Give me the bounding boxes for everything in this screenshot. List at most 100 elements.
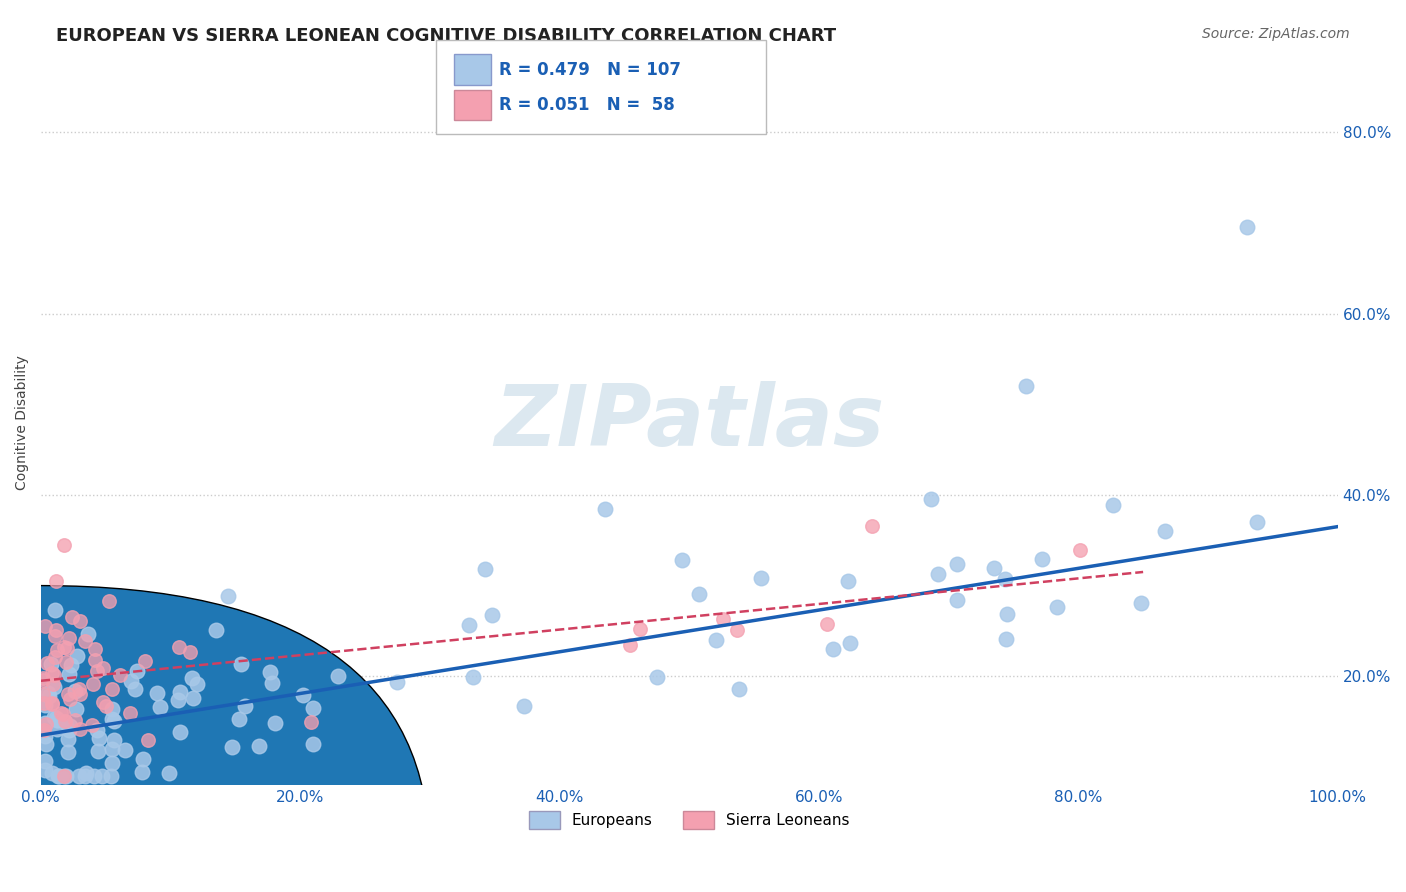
Point [53, 538, 76, 552]
Point [946, 593, 969, 607]
Point [995, 607, 1018, 621]
Point [513, 699, 536, 714]
Point [994, 573, 1017, 587]
Point [58, 723, 80, 738]
Point [49, 706, 72, 720]
Point [42, 681, 65, 695]
Point [96, 699, 118, 714]
Point [301, 738, 323, 752]
Point [228, 712, 250, 726]
Point [60, 658, 83, 673]
Point [44, 603, 66, 617]
Point [53, 640, 76, 654]
Point [927, 566, 949, 581]
Point [292, 688, 315, 702]
Point [1046, 600, 1069, 615]
Point [302, 700, 325, 714]
Text: R = 0.479   N = 107: R = 0.479 N = 107 [499, 61, 681, 78]
Point [55, 656, 77, 670]
Point [136, 733, 159, 747]
Point [1246, 515, 1268, 529]
Point [217, 589, 239, 603]
Point [44, 629, 66, 643]
Y-axis label: Cognitive Disability: Cognitive Disability [15, 355, 30, 490]
Point [87, 731, 110, 745]
Point [83, 769, 105, 783]
Point [91, 695, 114, 709]
Point [59, 691, 82, 706]
Point [167, 640, 190, 654]
Point [63, 683, 86, 698]
Point [56, 688, 79, 702]
Point [45, 713, 67, 727]
Point [69, 687, 91, 701]
Point [46, 713, 69, 727]
Point [461, 670, 484, 684]
Point [727, 623, 749, 637]
Point [35, 716, 58, 731]
Point [101, 681, 124, 696]
Point [39, 657, 62, 671]
Point [45, 574, 67, 588]
Point [259, 665, 281, 680]
Point [1031, 552, 1053, 566]
Point [181, 691, 204, 706]
Point [101, 712, 124, 726]
Point [326, 669, 349, 683]
Point [1130, 596, 1153, 610]
Point [118, 706, 141, 721]
Point [134, 654, 156, 668]
Point [229, 657, 252, 671]
Point [983, 561, 1005, 575]
Point [704, 632, 727, 647]
Point [56, 641, 79, 656]
Point [593, 501, 616, 516]
Point [628, 623, 651, 637]
Point [181, 671, 204, 685]
Point [32, 696, 55, 710]
Text: EUROPEAN VS SIERRA LEONEAN COGNITIVE DISABILITY CORRELATION CHART: EUROPEAN VS SIERRA LEONEAN COGNITIVE DIS… [56, 27, 837, 45]
Point [299, 714, 322, 729]
Point [52, 706, 75, 721]
Point [838, 636, 860, 650]
Point [457, 618, 479, 632]
Point [35, 656, 58, 670]
Point [91, 661, 114, 675]
Point [169, 725, 191, 739]
Point [114, 743, 136, 757]
Point [101, 741, 124, 756]
Point [53, 769, 76, 783]
Legend: Europeans, Sierra Leoneans: Europeans, Sierra Leoneans [523, 805, 856, 836]
Point [385, 674, 408, 689]
Point [823, 641, 845, 656]
Point [73, 769, 96, 783]
Point [56, 731, 79, 746]
Point [41, 696, 63, 710]
Point [53, 769, 76, 783]
Point [41, 665, 63, 680]
Point [67, 769, 90, 783]
Point [97, 594, 120, 608]
Point [619, 638, 641, 652]
Point [247, 739, 270, 753]
Point [815, 617, 838, 632]
Point [34, 618, 56, 632]
Point [45, 643, 67, 657]
Point [167, 693, 190, 707]
Point [179, 645, 201, 659]
Point [67, 681, 90, 696]
Point [1069, 542, 1091, 557]
Point [44, 649, 66, 664]
Point [45, 711, 67, 725]
Point [34, 763, 56, 777]
Point [48, 769, 70, 783]
Point [77, 626, 100, 640]
Point [186, 677, 208, 691]
Point [55, 714, 77, 729]
Point [56, 745, 79, 759]
Point [994, 632, 1017, 647]
Point [132, 752, 155, 766]
Point [645, 670, 668, 684]
Point [920, 491, 942, 506]
Point [87, 744, 110, 758]
